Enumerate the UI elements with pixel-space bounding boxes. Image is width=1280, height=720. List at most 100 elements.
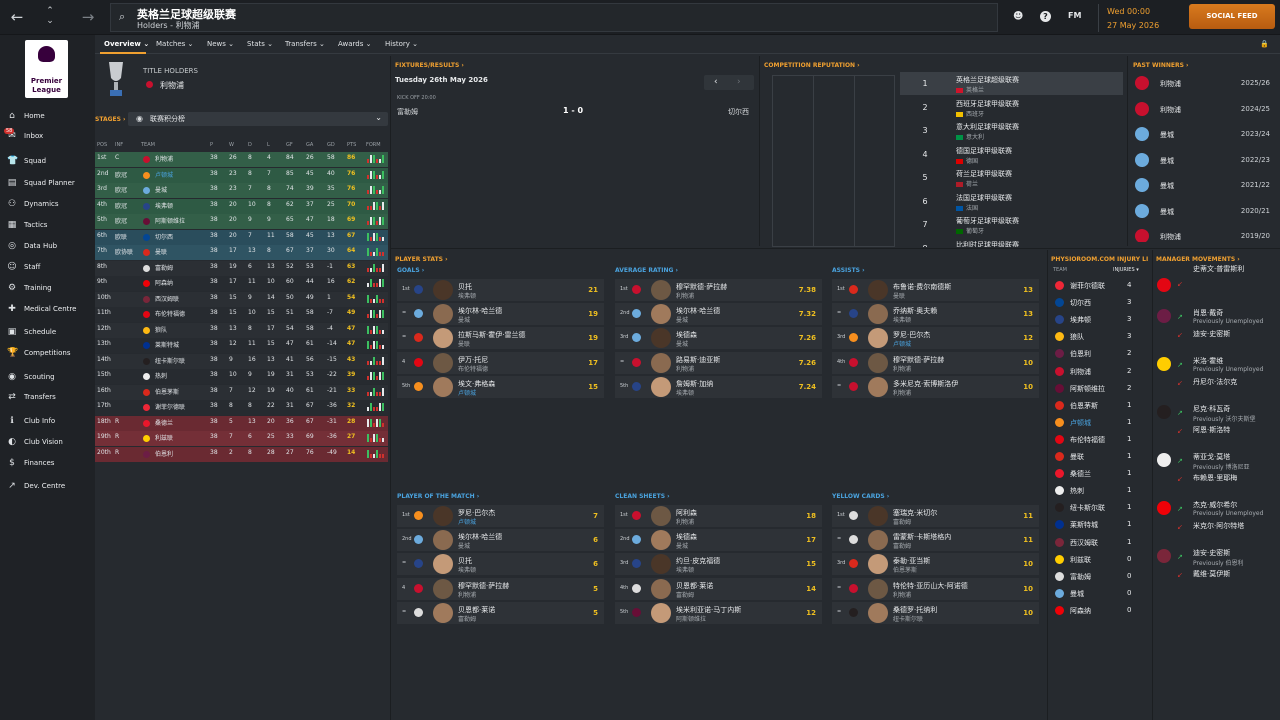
team-name[interactable]: 曼联 — [155, 249, 168, 256]
assists-title[interactable]: ASSISTS › — [832, 267, 865, 274]
manager-out-name[interactable]: 布赖恩·里耶梅 — [1193, 474, 1238, 482]
player-team[interactable]: 曼城 — [676, 543, 689, 551]
player-name[interactable]: 特伦特·亚历山大-阿诺德 — [893, 581, 968, 590]
player-name[interactable]: 拉斯马斯·霍伊·雷兰德 — [458, 331, 526, 340]
table-row[interactable]: 4th 欧冠 38 20 10 8 62 37 25 70 埃弗顿 — [95, 198, 388, 214]
player-team[interactable]: 曼城 — [458, 317, 471, 325]
reputation-title[interactable]: COMPETITION REPUTATION › — [764, 62, 860, 69]
manager-in-name[interactable]: 蒂亚戈·莫塔 — [1193, 453, 1231, 461]
injury-row[interactable]: 埃弗顿 3 — [1051, 311, 1151, 328]
winner-team[interactable]: 曼城 — [1160, 156, 1174, 165]
team-name[interactable]: 卢顿城 — [155, 171, 174, 179]
manager-in-name[interactable]: 尼克·科瓦奇 — [1193, 405, 1231, 413]
up-down-arrow-icon[interactable]: ⌃ ⌄ — [46, 6, 54, 26]
player-name[interactable]: 伊万·托尼 — [458, 355, 489, 364]
title-search-box[interactable]: ⌕ 英格兰足球超级联赛 Holders - 利物浦 — [110, 3, 998, 32]
player-team[interactable]: 埃弗顿 — [676, 567, 695, 575]
sidebar-item-staff[interactable]: ☺ Staff — [0, 259, 95, 277]
col-p[interactable]: P — [210, 142, 214, 148]
team-name[interactable]: 伯恩茅斯 — [155, 388, 180, 396]
manager-in-name[interactable]: 迪安·史密斯 — [1193, 549, 1231, 557]
reputation-row[interactable]: 7 葡萄牙足球甲级联赛 葡萄牙 — [900, 213, 1123, 236]
col-team[interactable]: TEAM — [141, 142, 155, 148]
table-row[interactable]: 5th 欧冠 38 20 9 9 65 47 18 69 阿斯顿维拉 — [95, 214, 388, 229]
player-team[interactable]: 富勒姆 — [893, 543, 912, 551]
manager-in-name[interactable]: 米洛·霍维 — [1193, 357, 1224, 365]
previous-icon[interactable]: ‹ — [714, 77, 718, 87]
sidebar-item-tactics[interactable]: ▦ Tactics — [0, 217, 95, 235]
col-gf[interactable]: GF — [286, 142, 293, 148]
team-name[interactable]: 切尔西 — [155, 233, 174, 241]
team-name[interactable]: 西汉姆联 — [155, 295, 180, 303]
stat-row[interactable]: = 拉斯马斯·霍伊·雷兰德 曼联 19 — [397, 327, 604, 350]
table-row[interactable]: 17th 38 8 8 22 31 67 -36 32 谢菲尔德联 — [95, 400, 388, 415]
tab-stats[interactable]: Stats ⌄ — [247, 40, 273, 48]
past-winner-row[interactable]: 利物浦 2019/20 — [1133, 224, 1276, 242]
stat-row[interactable]: 5th 埃米利亚诺·马丁内斯 阿斯顿维拉 12 — [615, 601, 822, 624]
stat-row[interactable]: 3rd 约旦·皮克福德 埃弗顿 15 — [615, 553, 822, 576]
team-name[interactable]: 利兹联 — [155, 435, 174, 442]
manager-move-row[interactable]: ↗ 肖恩·戴奇 Previously Unemployed ↙ 迪安·史密斯 — [1155, 304, 1277, 352]
home-team[interactable]: 富勒姆 — [397, 108, 418, 116]
player-name[interactable]: 贝托 — [458, 283, 472, 291]
player-name[interactable]: 埃德森 — [676, 533, 697, 542]
team-name[interactable]: 热刺 — [155, 373, 168, 380]
table-row[interactable]: 19th R 38 7 6 25 33 69 -36 27 利兹联 — [95, 431, 388, 446]
sidebar-item-medical-centre[interactable]: ✚ Medical Centre — [0, 301, 95, 319]
past-winner-row[interactable]: 曼城 2022/23 — [1133, 148, 1276, 174]
team-name[interactable]: 狼队 — [155, 326, 168, 334]
injury-team[interactable]: 卢顿城 — [1070, 418, 1091, 427]
table-row[interactable]: 11th 38 15 10 15 51 58 -7 49 布伦特福德 — [95, 307, 388, 322]
injury-row[interactable]: 伯恩茅斯 1 — [1051, 397, 1151, 414]
reputation-row[interactable]: 3 意大利足球甲级联赛 意大利 — [900, 119, 1123, 142]
player-name[interactable]: 布鲁诺·费尔南德斯 — [893, 283, 952, 291]
past-winner-row[interactable]: 利物浦 2024/25 — [1133, 97, 1276, 123]
player-name[interactable]: 雷蒙斯·卡斯塔格内 — [893, 533, 952, 542]
title-holder-team[interactable]: 利物浦 — [160, 81, 184, 90]
col-w[interactable]: W — [229, 142, 234, 148]
player-name[interactable]: 穆罕默德·萨拉赫 — [458, 581, 510, 590]
lock-icon[interactable]: 🔒 — [1260, 40, 1269, 48]
player-name[interactable]: 泰勒·亚当斯 — [893, 557, 931, 566]
reputation-row[interactable]: 1 英格兰足球超级联赛 英格兰 — [900, 72, 1123, 95]
injury-team[interactable]: 谢菲尔德联 — [1070, 282, 1105, 290]
stages-dropdown[interactable]: ◉ 联赛积分榜 ⌄ — [128, 112, 388, 126]
stat-row[interactable]: = 多米尼克·索博斯洛伊 利物浦 10 — [832, 375, 1039, 398]
competition-name[interactable]: 法国足球甲级联赛 — [956, 193, 1012, 202]
manager-move-row[interactable]: ↗ 米洛·霍维 Previously Unemployed ↙ 丹尼尔·法尔克 — [1155, 352, 1277, 400]
manager-move-row[interactable]: ↗ 蒂亚戈·莫塔 Previously 博洛尼亚 ↙ 布赖恩·里耶梅 — [1155, 448, 1277, 496]
tab-overview[interactable]: Overview ⌄ — [104, 40, 150, 48]
fixture-row[interactable]: 富勒姆 1 - 0 切尔西 — [395, 105, 757, 118]
injury-team[interactable]: 利物浦 — [1070, 367, 1091, 376]
manager-in-name[interactable]: 杰克·威尔希尔 — [1193, 501, 1238, 509]
tab-history[interactable]: History ⌄ — [385, 40, 418, 48]
potm-title[interactable]: PLAYER OF THE MATCH › — [397, 493, 480, 500]
reputation-row[interactable]: 2 西班牙足球甲级联赛 西班牙 — [900, 96, 1123, 119]
col-pts[interactable]: PTS — [347, 142, 357, 148]
reputation-row[interactable]: 6 法国足球甲级联赛 法国 — [900, 190, 1123, 213]
stat-row[interactable]: 5th 詹姆斯·加纳 埃弗顿 7.24 — [615, 375, 822, 398]
competition-name[interactable]: 荷兰足球甲级联赛 — [956, 170, 1012, 178]
injury-row[interactable]: 纽卡斯尔联 1 — [1051, 499, 1151, 516]
team-name[interactable]: 利物浦 — [155, 156, 174, 163]
player-team[interactable]: 卢顿城 — [893, 341, 912, 349]
player-name[interactable]: 穆罕默德·萨拉赫 — [676, 283, 728, 291]
injury-row[interactable]: 富勒姆 0 — [1051, 568, 1151, 585]
injury-team[interactable]: 切尔西 — [1070, 299, 1091, 308]
player-name[interactable]: 贝托 — [458, 557, 472, 566]
player-name[interactable]: 埃米利亚诺·马丁内斯 — [676, 605, 742, 614]
sidebar-item-dynamics[interactable]: ⚇ Dynamics — [0, 196, 95, 214]
stat-row[interactable]: 4th 贝恩都·莱诺 富勒姆 14 — [615, 577, 822, 600]
past-winner-row[interactable]: 曼城 2020/21 — [1133, 199, 1276, 225]
manager-move-row[interactable]: ↗ 杰克·威尔希尔 Previously Unemployed ↙ 米克尔·阿尔特塔 — [1155, 496, 1277, 544]
stat-row[interactable]: = 路易斯·迪亚斯 利物浦 7.26 — [615, 351, 822, 374]
stat-row[interactable]: 3rd 罗尼·巴尔杰 卢顿城 12 — [832, 327, 1039, 350]
injury-row[interactable]: 谢菲尔德联 4 — [1051, 277, 1151, 294]
team-name[interactable]: 埃弗顿 — [155, 202, 174, 210]
competition-name[interactable]: 比利时足球甲级联赛 — [956, 240, 1019, 247]
injury-team[interactable]: 阿森纳 — [1070, 606, 1091, 615]
player-team[interactable]: 埃弗顿 — [893, 317, 912, 325]
winner-team[interactable]: 利物浦 — [1160, 105, 1181, 114]
injury-row[interactable]: 热刺 1 — [1051, 482, 1151, 499]
manager-move-row[interactable]: ↗ 尼克·科瓦奇 Previously 沃尔夫斯堡 ↙ 阿恩·斯洛特 — [1155, 400, 1277, 448]
